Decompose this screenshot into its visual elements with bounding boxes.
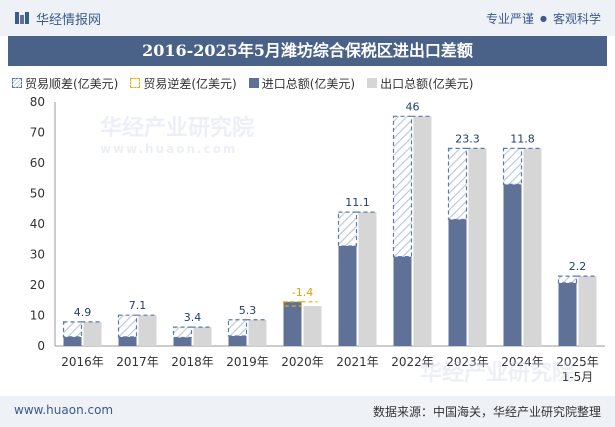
balance-data-label: 4.9 <box>74 306 92 319</box>
tagline: 专业严谨 ● 客观科学 <box>486 10 601 27</box>
y-tick-label: 10 <box>30 309 45 323</box>
legend-item-import: 进口总额(亿美元) <box>248 75 356 91</box>
balance-data-label: 23.3 <box>455 132 480 145</box>
y-tick-label: 20 <box>30 278 45 292</box>
export-bar <box>138 315 157 346</box>
legend-swatch-surplus <box>12 78 22 88</box>
y-tick-label: 30 <box>30 248 45 262</box>
surplus-bar <box>392 115 413 258</box>
legend-item-export: 出口总额(亿美元) <box>367 75 474 91</box>
import-bar <box>118 336 137 346</box>
x-tick-label: 2020年 <box>281 355 324 369</box>
balance-data-label: 3.4 <box>184 311 202 324</box>
brand: 华经情报网 <box>14 9 102 28</box>
balance-data-label: 7.1 <box>129 299 147 312</box>
import-bar <box>448 219 467 346</box>
surplus-bar <box>62 321 83 338</box>
import-bar <box>393 256 412 346</box>
brand-logo-icon <box>15 12 29 24</box>
legend-label-export: 出口总额(亿美元) <box>380 76 474 91</box>
x-tick-label: 2023年 <box>446 355 489 369</box>
import-bar <box>558 282 577 346</box>
footer-url: www.huaon.com <box>14 403 114 417</box>
y-tick-label: 80 <box>30 95 45 109</box>
deficit-bar <box>282 301 303 307</box>
import-bar <box>228 335 247 346</box>
x-tick-label: 2019年 <box>226 355 269 369</box>
legend-label-surplus: 贸易顺差(亿美元) <box>25 76 119 91</box>
balance-data-label: 46 <box>406 100 420 113</box>
legend-swatch-import <box>248 78 259 88</box>
y-tick-label: 60 <box>30 156 45 170</box>
tagline-right: 客观科学 <box>552 12 601 26</box>
surplus-bar <box>227 319 248 337</box>
export-bar <box>413 116 432 347</box>
x-tick-label: 2022年 <box>391 355 434 369</box>
export-bar <box>193 327 212 346</box>
x-tick-label: 2025年 <box>556 355 599 369</box>
surplus-bar <box>557 275 578 284</box>
bar-chart: 0 10 20 30 40 50 60 70 80 4.9 2016年 7.1 2017年 3.4 2018… <box>30 95 605 384</box>
balance-data-label: 11.8 <box>510 132 535 145</box>
balance-data-label: 2.2 <box>569 260 587 273</box>
y-tick-label: 50 <box>30 187 45 201</box>
x-tick-label: 2017年 <box>116 355 159 369</box>
export-bar <box>523 148 542 346</box>
export-bar <box>358 212 377 346</box>
bullet-icon: ● <box>540 14 547 23</box>
surplus-bar <box>447 147 468 221</box>
surplus-bar <box>502 147 523 185</box>
import-bar <box>173 337 192 346</box>
legend-swatch-export <box>367 78 378 88</box>
x-tick-label: 2024年 <box>501 355 544 369</box>
surplus-bar <box>337 211 358 247</box>
import-bar <box>338 245 357 346</box>
x-tick-label: 2021年 <box>336 355 379 369</box>
import-bar <box>283 301 302 346</box>
brand-name: 华经情报网 <box>36 12 102 28</box>
export-bar <box>303 306 322 346</box>
legend-item-deficit: 贸易逆差(亿美元) <box>130 75 237 91</box>
y-tick-label: 40 <box>30 217 45 231</box>
chart-legend: 贸易顺差(亿美元) 贸易逆差(亿美元) 进口总额(亿美元) 出口总额(亿美元) <box>12 75 474 91</box>
tagline-left: 专业严谨 <box>485 12 534 26</box>
legend-label-import: 进口总额(亿美元) <box>261 76 356 91</box>
footer-source: 数据来源：中国海关，华经产业研究院整理 <box>372 405 601 419</box>
balance-data-label: -1.4 <box>292 286 313 299</box>
export-bar <box>578 276 597 346</box>
top-banner: 华经情报网 专业严谨 ● 客观科学 <box>0 0 615 36</box>
chart-title: 2016-2025年5月潍坊综合保税区进出口差额 <box>8 36 607 66</box>
x-tick-label: 2016年 <box>61 355 104 369</box>
balance-data-label: 5.3 <box>239 304 257 317</box>
x-tick-label: 1-5月 <box>562 370 594 384</box>
export-bar <box>468 148 487 346</box>
legend-label-deficit: 贸易逆差(亿美元) <box>143 76 237 91</box>
y-tick-label: 70 <box>30 126 45 140</box>
footer: www.huaon.com 数据来源：中国海关，华经产业研究院整理 <box>0 396 615 427</box>
import-bar <box>503 184 522 346</box>
import-bar <box>63 336 82 346</box>
legend-item-surplus: 贸易顺差(亿美元) <box>12 75 118 91</box>
surplus-bar <box>117 314 138 338</box>
y-tick-label: 0 <box>37 339 45 353</box>
x-tick-label: 2018年 <box>171 355 214 369</box>
balance-data-label: 11.1 <box>345 196 370 209</box>
export-bar <box>248 319 267 346</box>
legend-swatch-deficit <box>130 78 141 88</box>
surplus-bar <box>172 326 193 339</box>
export-bar <box>83 321 102 346</box>
